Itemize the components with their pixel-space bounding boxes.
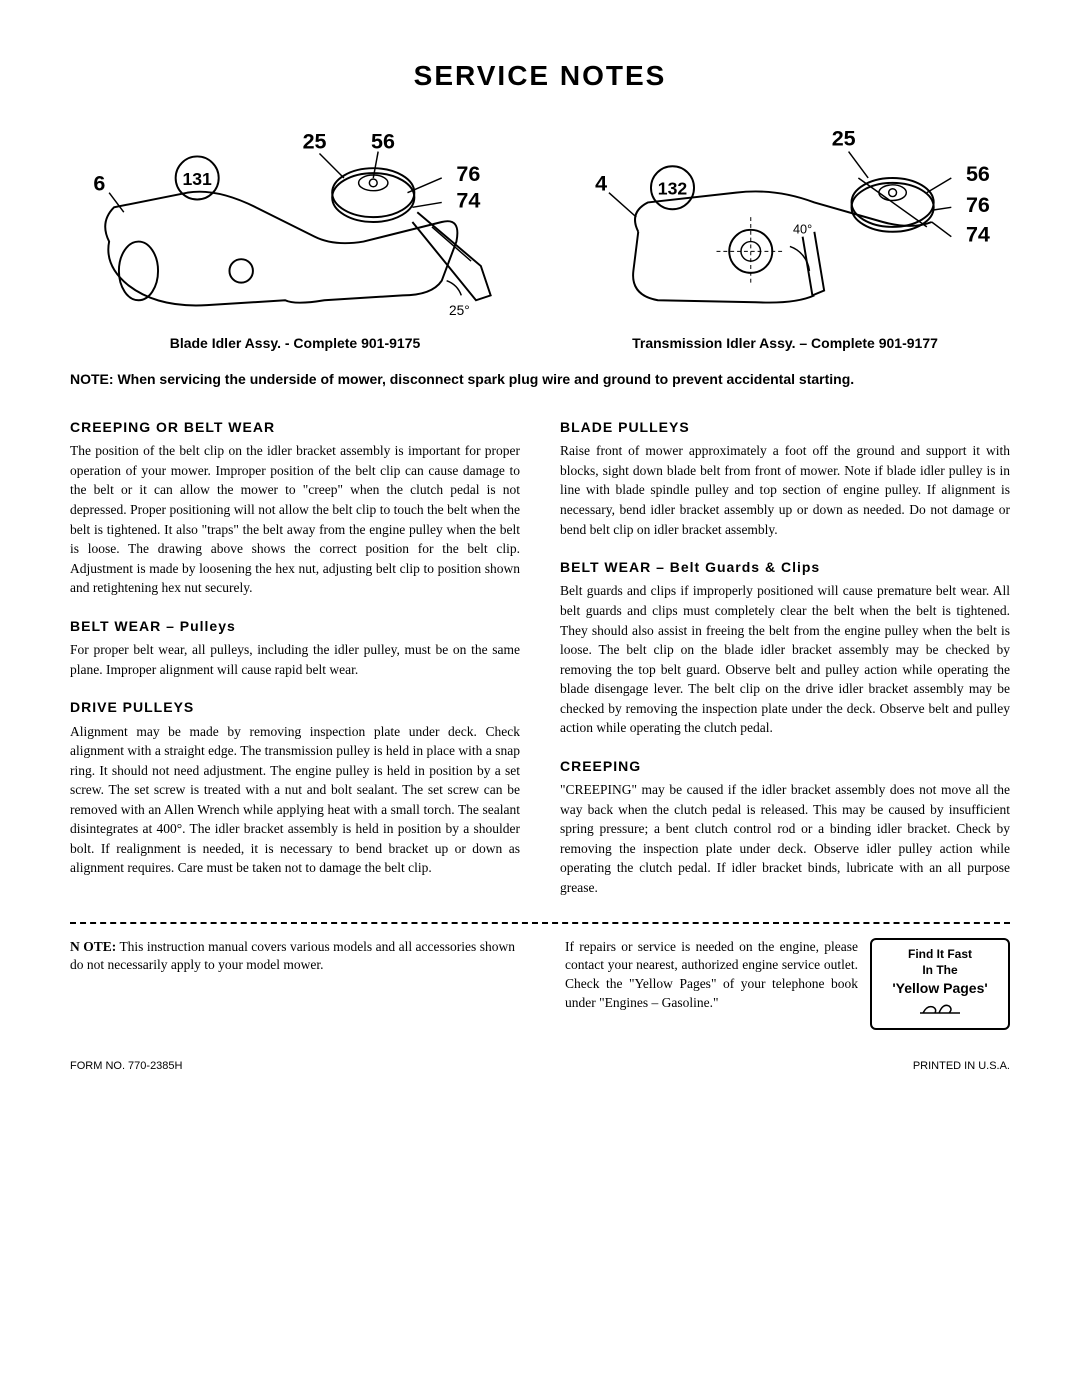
- fingers-walking-icon: [915, 999, 965, 1017]
- label-angle: 25°: [449, 303, 470, 318]
- heading-belt-wear-pulleys: BELT WEAR – Pulleys: [70, 616, 520, 636]
- label-76: 76: [456, 162, 480, 186]
- service-note: NOTE: When servicing the underside of mo…: [70, 371, 1010, 387]
- label-4: 4: [595, 172, 607, 196]
- diagram-left-caption: Blade Idler Assy. - Complete 901-9175: [70, 335, 520, 351]
- footer-note-right: If repairs or service is needed on the e…: [565, 938, 1010, 1030]
- yp-line3: 'Yellow Pages': [882, 979, 998, 999]
- body-creeping: "CREEPING" may be caused if the idler br…: [560, 780, 1010, 897]
- printed-in: PRINTED IN U.S.A.: [913, 1060, 1010, 1072]
- heading-creeping-belt-wear: CREEPING OR BELT WEAR: [70, 417, 520, 437]
- body-drive-pulleys: Alignment may be made by removing inspec…: [70, 722, 520, 879]
- heading-drive-pulleys: DRIVE PULLEYS: [70, 697, 520, 717]
- footer-left-text: This instruction manual covers various m…: [70, 939, 515, 973]
- heading-blade-pulleys: BLADE PULLEYS: [560, 417, 1010, 437]
- label-131: 131: [182, 169, 212, 189]
- column-left: CREEPING OR BELT WEAR The position of th…: [70, 417, 520, 904]
- yellow-pages-box: Find It Fast In The 'Yellow Pages': [870, 938, 1010, 1030]
- diagrams-row: 131 25 56 76 74 6 25° Blade Idler Assy. …: [70, 122, 1010, 351]
- blade-idler-diagram: 131 25 56 76 74 6 25°: [70, 122, 520, 322]
- dashed-divider: [70, 922, 1010, 924]
- label-74r: 74: [966, 223, 990, 247]
- label-76r: 76: [966, 193, 990, 217]
- heading-belt-wear-guards: BELT WEAR – Belt Guards & Clips: [560, 557, 1010, 577]
- yp-line2: In The: [882, 962, 998, 979]
- diagram-right-caption: Transmission Idler Assy. – Complete 901-…: [560, 335, 1010, 351]
- heading-creeping: CREEPING: [560, 756, 1010, 776]
- bottom-bar: FORM NO. 770-2385H PRINTED IN U.S.A.: [70, 1060, 1010, 1072]
- label-angle-r: 40°: [793, 222, 812, 237]
- label-132: 132: [658, 179, 688, 199]
- label-56r: 56: [966, 162, 990, 186]
- footer-right-text: If repairs or service is needed on the e…: [565, 938, 858, 1014]
- body-blade-pulleys: Raise front of mower approximately a foo…: [560, 441, 1010, 539]
- label-56: 56: [371, 130, 395, 154]
- footer-note-left: N OTE: This instruction manual covers va…: [70, 938, 525, 1030]
- transmission-idler-diagram: 40° 132 25 56 76 74 4: [560, 122, 1010, 322]
- footer-notes: N OTE: This instruction manual covers va…: [70, 938, 1010, 1030]
- label-25r: 25: [832, 127, 856, 151]
- diagram-right: 40° 132 25 56 76 74 4 Transmission Idler…: [560, 122, 1010, 351]
- label-6: 6: [93, 172, 105, 196]
- page-title: SERVICE NOTES: [70, 60, 1010, 92]
- text-columns: CREEPING OR BELT WEAR The position of th…: [70, 417, 1010, 904]
- diagram-left: 131 25 56 76 74 6 25° Blade Idler Assy. …: [70, 122, 520, 351]
- body-belt-wear-guards: Belt guards and clips if improperly posi…: [560, 581, 1010, 738]
- form-number: FORM NO. 770-2385H: [70, 1060, 182, 1072]
- body-belt-wear-pulleys: For proper belt wear, all pulleys, inclu…: [70, 640, 520, 679]
- yp-line1: Find It Fast: [882, 946, 998, 963]
- body-creeping-belt-wear: The position of the belt clip on the idl…: [70, 441, 520, 598]
- label-25: 25: [303, 130, 327, 154]
- label-74: 74: [456, 188, 480, 212]
- column-right: BLADE PULLEYS Raise front of mower appro…: [560, 417, 1010, 904]
